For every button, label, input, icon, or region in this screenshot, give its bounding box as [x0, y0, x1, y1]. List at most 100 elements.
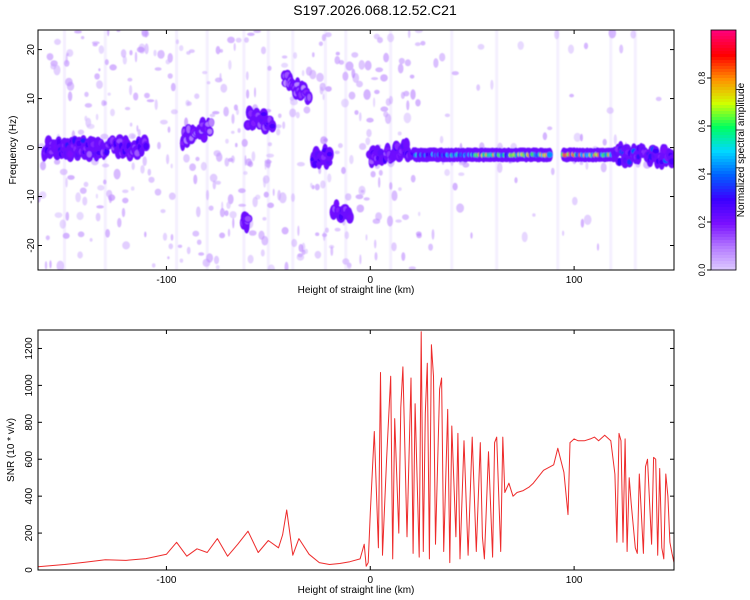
spectrogram-speckle	[330, 246, 334, 256]
spectrogram-speckle	[235, 142, 238, 148]
spectrogram-speckle	[254, 87, 256, 98]
spectrogram-speckle	[378, 177, 381, 188]
spectrogram-speckle	[572, 196, 578, 206]
spectrogram-speckle	[372, 218, 381, 224]
spectrogram-x-axis-label: Height of straight line (km)	[298, 285, 415, 296]
colorbar-step	[711, 192, 736, 196]
spectrogram-speckle	[301, 70, 305, 77]
spectrogram-speckle	[193, 174, 198, 185]
spectrogram-speckle	[619, 44, 624, 54]
colorbar-step	[711, 126, 736, 130]
spectrogram-speckle	[373, 33, 380, 40]
spectrogram-speckle	[209, 113, 216, 118]
spectrogram-speckle	[420, 40, 426, 46]
colorbar-step	[711, 63, 736, 67]
snr-y-tick-label: 1000	[24, 374, 35, 397]
colorbar-step	[711, 207, 736, 211]
colorbar-step	[711, 57, 736, 61]
spectrogram-speckle	[248, 230, 257, 236]
spectrogram-ridge-cell	[86, 151, 92, 158]
spectrogram-speckle	[106, 189, 113, 198]
spectrogram-speckle	[94, 73, 100, 80]
spectrogram-speckle	[404, 59, 411, 67]
spectrogram-speckle	[136, 46, 145, 53]
spectrogram-speckle	[470, 232, 473, 239]
spectrogram-speckle	[54, 38, 61, 46]
colorbar-tick-label: 0.4	[697, 168, 707, 181]
spectrogram-speckle	[198, 252, 205, 256]
spectrogram-speckle	[459, 142, 463, 149]
spectrogram-speckle	[196, 239, 202, 245]
spectrogram-speckle	[122, 241, 130, 250]
spectrogram-speckle	[251, 151, 256, 162]
spectrogram-speckle	[196, 206, 201, 218]
colorbar-step	[711, 201, 736, 205]
spectrogram-ridge-cell	[312, 160, 318, 168]
colorbar-step	[711, 204, 736, 208]
spectrogram-speckle	[56, 260, 65, 270]
spectrogram-speckle	[80, 36, 85, 40]
spectrogram-speckle	[316, 72, 324, 82]
spectrogram-speckle	[120, 49, 127, 58]
colorbar-step	[711, 30, 736, 34]
snr-x-tick-label: 100	[566, 575, 583, 586]
colorbar-step	[711, 36, 736, 40]
spectrogram-speckle	[160, 209, 166, 214]
spectrogram-streak	[291, 30, 295, 270]
spectrogram-speckle	[562, 230, 565, 236]
colorbar-step	[711, 198, 736, 202]
colorbar-step	[711, 75, 736, 79]
spectrogram-speckle	[260, 249, 265, 257]
spectrogram-speckle	[183, 154, 190, 163]
spectrogram-speckle	[314, 183, 320, 191]
spectrogram-speckle	[415, 99, 421, 107]
colorbar-step	[711, 159, 736, 163]
snr-y-tick-label: 400	[24, 487, 35, 504]
spectrogram-speckle	[359, 143, 367, 150]
spectrogram-speckle	[223, 106, 229, 117]
spectrogram-speckle	[147, 168, 152, 176]
colorbar-step	[711, 66, 736, 70]
spectrogram-speckle	[569, 93, 574, 98]
spectrogram-speckle	[225, 138, 229, 144]
spectrogram-y-tick-label: -20	[26, 238, 37, 253]
spectrogram-speckle	[477, 43, 485, 50]
spectrogram-speckle	[363, 197, 370, 201]
spectrogram-speckle	[517, 41, 524, 50]
colorbar-step	[711, 243, 736, 247]
spectrogram-speckle	[452, 182, 458, 191]
spectrogram-ridge-cell	[307, 93, 312, 101]
spectrogram-speckle	[67, 91, 73, 102]
colorbar-step	[711, 129, 736, 133]
spectrogram-speckle	[129, 50, 133, 56]
spectrogram-frame	[37, 29, 675, 271]
colorbar-step	[711, 90, 736, 94]
colorbar-step	[711, 249, 736, 253]
spectrogram-speckle	[338, 60, 345, 65]
spectrogram-speckle	[219, 208, 225, 218]
spectrogram-speckle	[363, 89, 371, 100]
spectrogram-ridge-cell	[636, 154, 641, 160]
spectrogram-speckle	[167, 73, 173, 79]
spectrogram-speckle	[428, 243, 433, 251]
spectrogram-speckle	[122, 189, 129, 194]
spectrogram-speckle	[121, 207, 126, 218]
colorbar-step	[711, 78, 736, 82]
spectrogram-speckle	[403, 112, 412, 124]
spectrogram-speckle	[245, 71, 249, 81]
spectrogram-speckle	[153, 49, 157, 57]
spectrogram-speckle	[82, 196, 88, 206]
spectrogram-ridge-cell	[67, 150, 74, 158]
spectrogram-speckle	[162, 232, 168, 241]
spectrogram-speckle	[231, 155, 235, 164]
colorbar-step	[711, 246, 736, 250]
spectrogram-speckle	[168, 192, 176, 200]
spectrogram-speckle	[45, 235, 50, 241]
spectrogram-speckle	[303, 106, 311, 114]
spectrogram-speckle	[439, 135, 444, 144]
spectrogram-speckle	[232, 217, 235, 229]
colorbar-tick-label: 0.2	[697, 216, 707, 229]
colorbar-step	[711, 108, 736, 112]
spectrogram-speckle	[124, 106, 131, 111]
